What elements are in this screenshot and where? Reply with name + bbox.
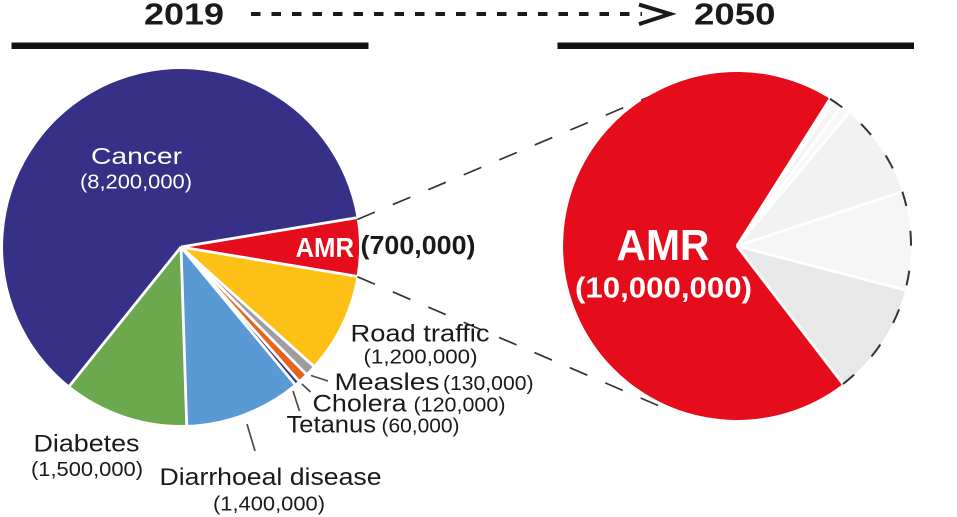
svg-text:Measles: Measles bbox=[335, 369, 440, 396]
svg-text:Diarrhoeal disease: Diarrhoeal disease bbox=[160, 464, 382, 491]
svg-text:(120,000): (120,000) bbox=[414, 395, 506, 417]
svg-text:(10,000,000): (10,000,000) bbox=[575, 273, 752, 305]
svg-text:(1,200,000): (1,200,000) bbox=[364, 347, 478, 369]
svg-text:(60,000): (60,000) bbox=[382, 416, 460, 438]
svg-text:AMR: AMR bbox=[296, 232, 355, 263]
svg-text:Road traffic: Road traffic bbox=[351, 321, 490, 348]
svg-text:Cholera: Cholera bbox=[313, 391, 408, 418]
svg-text:Cancer: Cancer bbox=[91, 143, 182, 169]
svg-text:2019: 2019 bbox=[144, 0, 224, 32]
svg-text:(1,400,000): (1,400,000) bbox=[213, 494, 325, 516]
svg-text:(700,000): (700,000) bbox=[361, 232, 476, 260]
svg-text:AMR: AMR bbox=[617, 221, 710, 270]
svg-text:(1,500,000): (1,500,000) bbox=[31, 459, 143, 481]
svg-text:(130,000): (130,000) bbox=[443, 373, 534, 395]
svg-text:Tetanus: Tetanus bbox=[287, 412, 377, 439]
svg-text:(8,200,000): (8,200,000) bbox=[80, 172, 192, 194]
svg-text:2050: 2050 bbox=[694, 0, 776, 32]
svg-text:Diabetes: Diabetes bbox=[34, 431, 140, 458]
